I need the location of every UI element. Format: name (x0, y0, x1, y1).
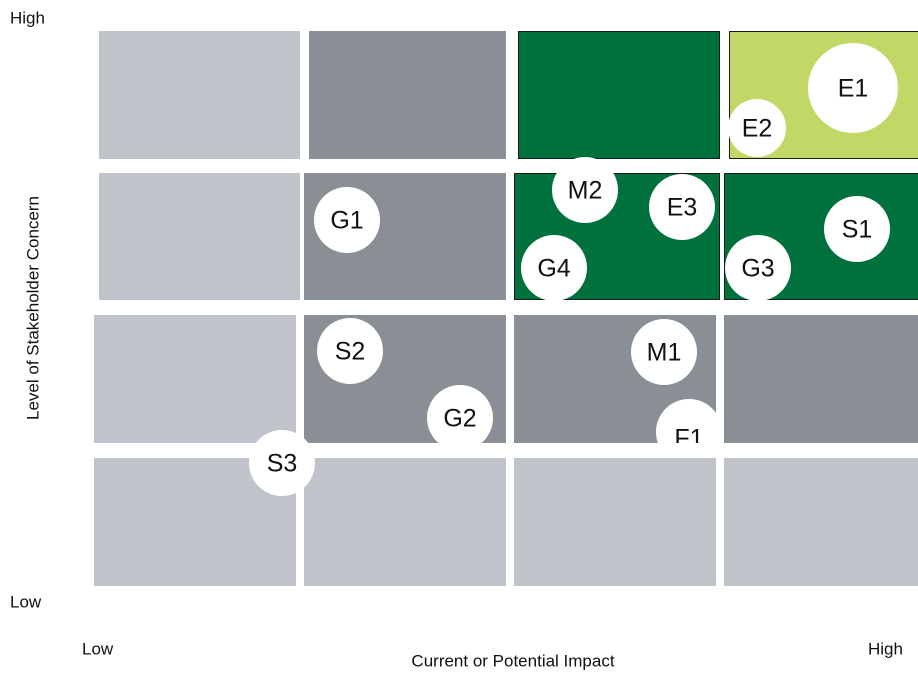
bubble-label: F1 (674, 425, 703, 453)
bubble: G4 (521, 235, 587, 301)
bubble-circle (521, 235, 587, 301)
bubble-circle (649, 174, 715, 240)
bubble: E1 (808, 43, 898, 133)
bubble-label: S3 (267, 450, 298, 478)
cell (304, 458, 506, 586)
bubble: S2 (317, 318, 383, 384)
y-axis-title: Level of Stakeholder Concern (23, 196, 42, 420)
y-high: High (10, 8, 45, 27)
bubble-circle (317, 318, 383, 384)
cell (514, 458, 716, 586)
cell (309, 31, 506, 159)
bubble: E2 (728, 99, 786, 157)
bubble-circle (728, 99, 786, 157)
bubble-circle (808, 43, 898, 133)
bubble-circle (631, 319, 697, 385)
bubbles: E1 E2 M2 E3 G1 S1 G4 G3 S2 M1 G2 F1 S3 (249, 43, 898, 496)
bubble: F1 (656, 399, 722, 453)
bubble: S1 (824, 196, 890, 262)
cell (724, 458, 918, 586)
bubble-label: M2 (568, 177, 603, 205)
x-high: High (868, 639, 903, 658)
bubble: M2 (552, 157, 618, 223)
bubble-circle (656, 399, 722, 443)
bubble: G3 (725, 235, 791, 301)
y-low: Low (10, 592, 42, 611)
bubble-label: E2 (742, 115, 773, 143)
bubble-label: G2 (443, 405, 476, 433)
bubble-circle (427, 385, 493, 451)
cell (99, 31, 300, 159)
cell (99, 173, 300, 300)
bubble: S3 (249, 430, 315, 496)
bubble-label: M1 (647, 339, 682, 367)
bubble: M1 (631, 319, 697, 385)
bubble-circle (824, 196, 890, 262)
bubble-label: E3 (667, 194, 698, 222)
bubble-circle (314, 187, 380, 253)
bubble-label: S2 (335, 338, 366, 366)
bubble-label: G3 (741, 255, 774, 283)
cell (724, 315, 918, 443)
bubble-circle (725, 235, 791, 301)
cell (94, 315, 296, 443)
cells (94, 31, 918, 586)
bubble-circle (249, 430, 315, 496)
cell (518, 31, 720, 159)
x-low: Low (82, 639, 114, 658)
bubble-label: S1 (842, 216, 873, 244)
x-axis-title: Current or Potential Impact (411, 651, 614, 670)
bubble-label: G4 (537, 255, 570, 283)
bubble: G1 (314, 187, 380, 253)
bubble-label: E1 (838, 75, 869, 103)
bubble-label: G1 (330, 207, 363, 235)
bubble: G2 (427, 385, 493, 451)
bubble-circle (552, 157, 618, 223)
bubble: E3 (649, 174, 715, 240)
